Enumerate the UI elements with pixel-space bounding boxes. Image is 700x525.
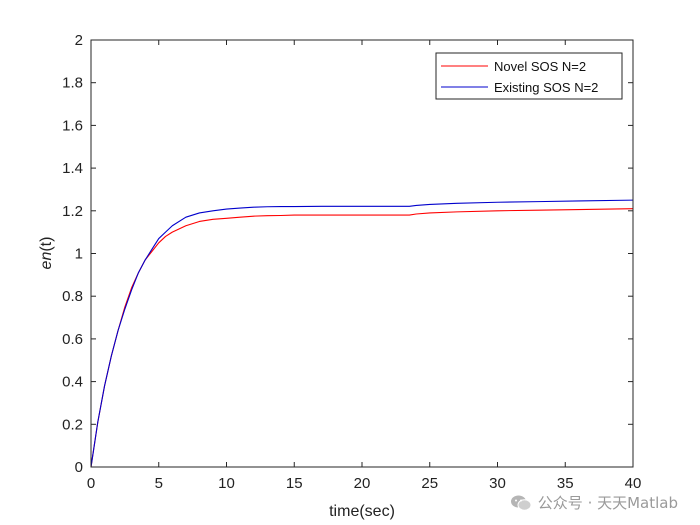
x-tick-label-30: 30 [489,475,506,492]
y-tick-label-0: 0 [75,459,83,476]
y-tick-label-1-4: 1.4 [62,160,83,177]
y-tick-label-1-8: 1.8 [62,75,83,92]
legend-label-novel-sos: Novel SOS N=2 [494,59,586,74]
legend-label-existing-sos: Existing SOS N=2 [494,80,598,95]
y-tick-label-1-6: 1.6 [62,117,83,134]
x-tick-label-5: 5 [155,475,163,492]
legend-box [435,52,623,100]
wechat-icon [510,495,532,511]
y-axis-label-main: en [38,252,55,270]
x-tick-label-10: 10 [218,475,235,492]
y-tick-label-0-8: 0.8 [62,288,83,305]
y-tick-label-2: 2 [75,32,83,49]
y-tick-label-0-6: 0.6 [62,331,83,348]
y-tick-label-1: 1 [75,246,83,263]
series-line-existing-sos-n-2 [90,199,634,468]
y-axis-label-arg: (t) [38,237,55,252]
series-line-novel-sos-n-2 [90,208,634,468]
y-tick-label-0-4: 0.4 [62,374,83,391]
series-layer [90,199,634,468]
x-tick-label-15: 15 [286,475,303,492]
y-tick-label-1-2: 1.2 [62,203,83,220]
tick-layer: 0 5 10 15 20 25 30 35 40 0 0.2 0.4 0.6 0.8 1 1.2 1.4 1.6 1… [62,32,641,492]
x-tick-label-40: 40 [625,475,642,492]
x-tick-label-35: 35 [557,475,574,492]
plot-area [91,40,633,467]
watermark-text: 公众号 · 天天Matlab [537,494,678,512]
x-tick-label-25: 25 [421,475,438,492]
x-tick-label-20: 20 [354,475,371,492]
x-axis-label: time(sec) [329,503,395,520]
y-tick-label-0-2: 0.2 [62,416,83,433]
legend: Novel SOS N=2 Existing SOS N=2 [435,52,623,100]
watermark: 公众号 · 天天Matlab [510,492,678,513]
y-axis-label: en(t) [38,237,55,270]
x-tick-label-0: 0 [87,475,95,492]
